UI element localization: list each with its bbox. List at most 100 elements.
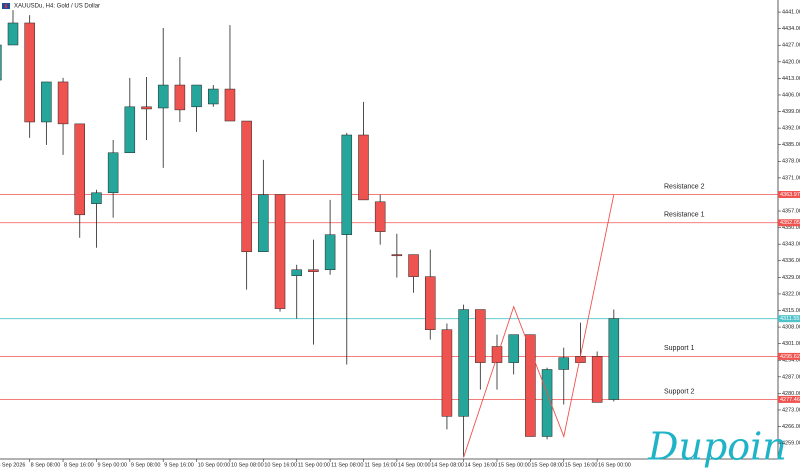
- x-tick-label: 8 Sep 16:00: [64, 462, 94, 468]
- candle-body: [174, 84, 186, 111]
- x-tick-label: 9 Sep 00:00: [97, 462, 127, 468]
- level-label: Resistance 2: [664, 183, 705, 190]
- level-price-label: 4363.97: [780, 192, 800, 198]
- level-price-box: [778, 191, 800, 199]
- candle-body: [391, 254, 403, 257]
- candle-body: [74, 123, 85, 216]
- chart-title: XAUUSDu, H4: Gold / US Dollar: [14, 4, 100, 10]
- candle-body: [274, 194, 286, 309]
- candle-body: [291, 269, 302, 276]
- candle-body: [591, 356, 603, 403]
- candle-body: [341, 134, 353, 235]
- x-tick-label: 8 Sep 2026: [0, 462, 25, 468]
- candle-body: [57, 81, 69, 125]
- trend-line: [463, 194, 615, 458]
- y-tick-label: 4420.00: [782, 59, 800, 65]
- x-tick-label: 10 Sep 08:00: [231, 462, 264, 468]
- candle-body: [224, 88, 236, 122]
- level-price-label: 4277.46: [780, 397, 800, 403]
- candle-body: [107, 152, 119, 194]
- y-tick-label: 4378.00: [782, 159, 800, 165]
- y-tick-label: 4294.00: [782, 358, 800, 364]
- x-tick-label: 11 Sep 16:00: [364, 462, 396, 468]
- level-price-box: [778, 352, 800, 360]
- y-tick-label: 4441.00: [782, 10, 800, 16]
- watermark: Dupoin: [647, 425, 787, 469]
- x-tick-label: 15 Sep 08:00: [531, 462, 564, 468]
- candle-body: [324, 234, 336, 271]
- candle-body: [124, 106, 136, 154]
- candle-body: [191, 84, 202, 108]
- y-tick-label: 4427.00: [782, 43, 800, 49]
- x-tick-label: 15 Sep 00:00: [498, 462, 531, 468]
- x-tick-label: 10 Sep 16:00: [264, 462, 297, 468]
- symbol-icon: [5, 4, 7, 8]
- level-price-box: [778, 219, 800, 227]
- y-tick-label: 4434.00: [782, 26, 800, 32]
- x-tick-label: 11 Sep 00:00: [298, 462, 330, 468]
- level-price-box: [778, 395, 800, 403]
- candle-body: [358, 134, 369, 201]
- candle-body: [7, 22, 19, 46]
- level-label: Support 1: [664, 345, 694, 352]
- level-price-label: 4295.62: [780, 354, 800, 360]
- x-tick-label: 14 Sep 00:00: [398, 462, 431, 468]
- y-tick-label: 4357.00: [782, 208, 800, 214]
- candle-body: [24, 22, 35, 123]
- y-tick-label: 4406.00: [782, 92, 800, 98]
- level-label: Support 2: [664, 388, 694, 395]
- level-label: Resistance 1: [664, 212, 705, 219]
- y-tick-label: 4413.00: [782, 76, 800, 82]
- x-tick-label: 10 Sep 00:00: [198, 462, 231, 468]
- candle-body: [91, 192, 102, 204]
- x-tick-label: 14 Sep 16:00: [465, 462, 498, 468]
- candle-body: [491, 346, 503, 363]
- candle-body: [208, 88, 219, 105]
- candle-body: [458, 309, 469, 417]
- y-tick-label: 4371.00: [782, 175, 800, 181]
- candle-body: [424, 276, 436, 330]
- candle-body: [308, 269, 319, 272]
- candle-body: [41, 81, 52, 123]
- candle-body: [241, 120, 252, 253]
- candle-body: [475, 309, 486, 363]
- y-tick-label: 4266.00: [782, 424, 800, 430]
- level-price-label: 4311.55: [780, 316, 799, 322]
- level-price-box: [778, 315, 800, 323]
- y-tick-label: 4322.00: [782, 291, 800, 297]
- candle-body: [157, 84, 169, 109]
- candle-body: [374, 201, 386, 232]
- level-price-label: 4352.05: [780, 220, 800, 226]
- candle-body: [258, 194, 269, 253]
- y-tick-label: 4308.00: [782, 325, 800, 331]
- candle-body: [541, 369, 553, 437]
- y-tick-label: 4259.00: [782, 441, 800, 447]
- y-tick-label: 4399.00: [782, 109, 800, 115]
- y-tick-label: 4336.00: [782, 258, 800, 264]
- y-tick-label: 4315.00: [782, 308, 800, 314]
- y-tick-label: 4350.00: [782, 225, 800, 231]
- candle-body: [525, 334, 536, 437]
- candle-body: [608, 318, 620, 400]
- candle-body: [441, 329, 453, 417]
- x-tick-label: 16 Sep 00:00: [598, 462, 631, 468]
- y-tick-label: 4392.00: [782, 126, 800, 132]
- x-tick-label: 9 Sep 16:00: [164, 462, 194, 468]
- candle-body: [558, 357, 570, 370]
- candle-body: [508, 334, 519, 363]
- candle-body: [408, 254, 419, 277]
- y-tick-label: 4273.00: [782, 407, 800, 413]
- y-tick-label: 4301.00: [782, 341, 800, 347]
- y-tick-label: 4385.00: [782, 142, 800, 148]
- x-tick-label: 15 Sep 16:00: [565, 462, 598, 468]
- x-tick-label: 8 Sep 08:00: [31, 462, 61, 468]
- x-tick-label: 9 Sep 08:00: [131, 462, 161, 468]
- candle-body: [141, 106, 152, 110]
- y-tick-label: 4280.00: [782, 391, 800, 397]
- y-tick-label: 4287.00: [782, 374, 800, 380]
- y-tick-label: 4343.00: [782, 242, 800, 248]
- candle-body: [0, 44, 2, 81]
- x-tick-label: 11 Sep 08:00: [331, 462, 363, 468]
